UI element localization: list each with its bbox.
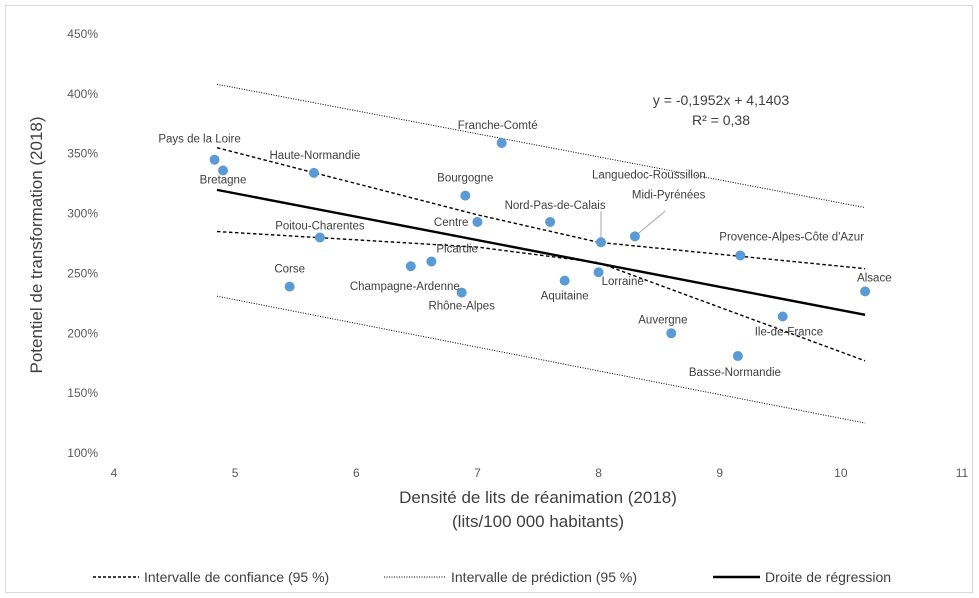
x-axis-title-line2: (lits/100 000 habitants)	[452, 512, 624, 531]
y-tick-label: 200%	[67, 326, 98, 340]
point-provence-alpes-cote-d-azur	[735, 250, 746, 261]
r-squared: R² = 0,38	[692, 112, 750, 128]
label-haute-normandie: Haute-Normandie	[270, 150, 361, 162]
point-languedoc-roussillon	[595, 237, 606, 248]
point-basse-normandie	[732, 351, 743, 362]
legend-confidence-label: Intervalle de confiance (95 %)	[144, 569, 329, 585]
y-tick-label: 450%	[67, 27, 98, 41]
x-tick-label: 9	[716, 466, 723, 480]
confidence-interval-lower	[216, 230, 866, 362]
label-ile-de-france: Ile-de-France	[755, 327, 823, 339]
data-points	[209, 137, 871, 362]
confidence-interval-upper	[216, 147, 866, 270]
point-bourgogne	[460, 190, 471, 201]
label-bourgogne: Bourgogne	[437, 173, 493, 185]
y-tick-label: 400%	[67, 87, 98, 101]
y-tick-label: 150%	[67, 386, 98, 400]
chart-frame	[5, 5, 973, 593]
label-lorraine: Lorraine	[602, 276, 644, 288]
point-aquitaine	[559, 275, 570, 286]
point-auvergne	[666, 328, 677, 339]
point-rhone-alpes	[456, 287, 467, 298]
label-bretagne: Bretagne	[200, 174, 247, 186]
leader-midi-pyrenees	[634, 210, 666, 237]
point-poitou-charentes	[314, 232, 325, 243]
point-ile-de-france	[777, 311, 788, 322]
x-axis-title-line1: Densité de lits de réanimation (2018)	[399, 488, 677, 507]
point-bretagne	[218, 165, 229, 176]
regression-line	[216, 188, 866, 317]
point-champagne-ardenne	[405, 261, 416, 272]
point-haute-normandie	[308, 167, 319, 178]
point-pays-de-la-loire	[209, 154, 220, 165]
label-franche-comte: Franche-Comté	[458, 120, 538, 132]
label-alsace: Alsace	[857, 272, 892, 284]
x-tick-label: 8	[595, 466, 602, 480]
label-leader-lines	[600, 210, 666, 243]
label-pays-de-la-loire: Pays de la Loire	[158, 134, 240, 146]
x-tick-label: 4	[111, 466, 118, 480]
data-point-labels: Pays de la Loire Bretagne Haute-Normandie F…	[158, 120, 891, 379]
label-rhone-alpes: Rhône-Alpes	[428, 301, 495, 313]
x-tick-label: 10	[834, 466, 848, 480]
label-corse: Corse	[274, 264, 305, 276]
x-tick-label: 6	[353, 466, 360, 480]
axis-ticks: 4 5 6 7 8 9 10 11 100% 150% 200% 250% 300% 350% 400% 45…	[67, 27, 968, 480]
label-champagne-ardenne: Champagne-Ardenne	[350, 281, 460, 293]
legend-prediction-label: Intervalle de prédiction (95 %)	[451, 569, 637, 585]
point-alsace	[860, 286, 871, 297]
legend: Intervalle de confiance (95 %) Intervall…	[93, 569, 891, 585]
point-picardie	[426, 256, 437, 267]
point-midi-pyrenees	[629, 231, 640, 242]
point-corse	[284, 281, 295, 292]
label-picardie: Picardie	[436, 243, 478, 255]
label-centre: Centre	[434, 217, 469, 229]
label-provence-alpes-cote-d-azur: Provence-Alpes-Côte d'Azur	[719, 231, 864, 243]
y-tick-label: 350%	[67, 147, 98, 161]
y-axis-title: Potentiel de transformation (2018)	[27, 116, 46, 373]
y-tick-label: 250%	[67, 266, 98, 280]
point-centre	[472, 216, 483, 227]
y-tick-label: 100%	[67, 446, 98, 460]
label-nord-pas-de-calais: Nord-Pas-de-Calais	[505, 200, 606, 212]
point-nord-pas-de-calais	[545, 216, 556, 227]
point-lorraine	[593, 267, 604, 278]
label-poitou-charentes: Poitou-Charentes	[275, 221, 365, 233]
regression-equation: y = -0,1952x + 4,1403	[653, 92, 789, 108]
label-aquitaine: Aquitaine	[541, 291, 589, 303]
prediction-interval-lower	[216, 295, 866, 424]
x-tick-label: 11	[956, 466, 969, 480]
x-tick-label: 7	[474, 466, 481, 480]
regression-lines	[216, 83, 866, 424]
label-midi-pyrenees: Midi-Pyrénées	[632, 189, 706, 201]
point-franche-comte	[496, 137, 507, 148]
label-basse-normandie: Basse-Normandie	[689, 367, 781, 379]
y-tick-label: 300%	[67, 207, 98, 221]
legend-regression-label: Droite de régression	[765, 569, 891, 585]
label-auvergne: Auvergne	[638, 314, 687, 326]
label-languedoc-roussillon: Languedoc-Roussillon	[592, 169, 706, 181]
x-tick-label: 5	[232, 466, 239, 480]
